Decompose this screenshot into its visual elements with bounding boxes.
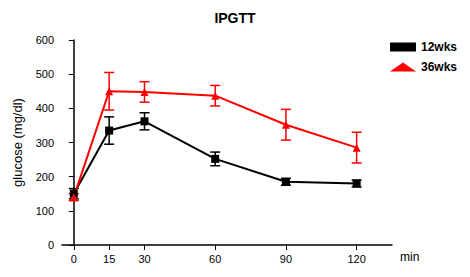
svg-text:120: 120	[347, 253, 365, 265]
svg-text:0: 0	[71, 253, 77, 265]
svg-text:200: 200	[36, 171, 54, 183]
svg-text:IPGTT: IPGTT	[214, 10, 256, 26]
svg-text:500: 500	[36, 68, 54, 80]
svg-text:300: 300	[36, 137, 54, 149]
svg-text:12wks: 12wks	[421, 40, 457, 54]
svg-text:glucose (mg/dl): glucose (mg/dl)	[10, 98, 25, 187]
svg-text:600: 600	[36, 34, 54, 46]
svg-text:15: 15	[103, 253, 115, 265]
svg-text:30: 30	[138, 253, 150, 265]
svg-text:0: 0	[48, 239, 54, 251]
svg-text:min: min	[400, 250, 419, 264]
svg-text:90: 90	[280, 253, 292, 265]
svg-text:400: 400	[36, 102, 54, 114]
svg-text:36wks: 36wks	[421, 60, 457, 74]
svg-text:60: 60	[209, 253, 221, 265]
svg-text:100: 100	[36, 205, 54, 217]
